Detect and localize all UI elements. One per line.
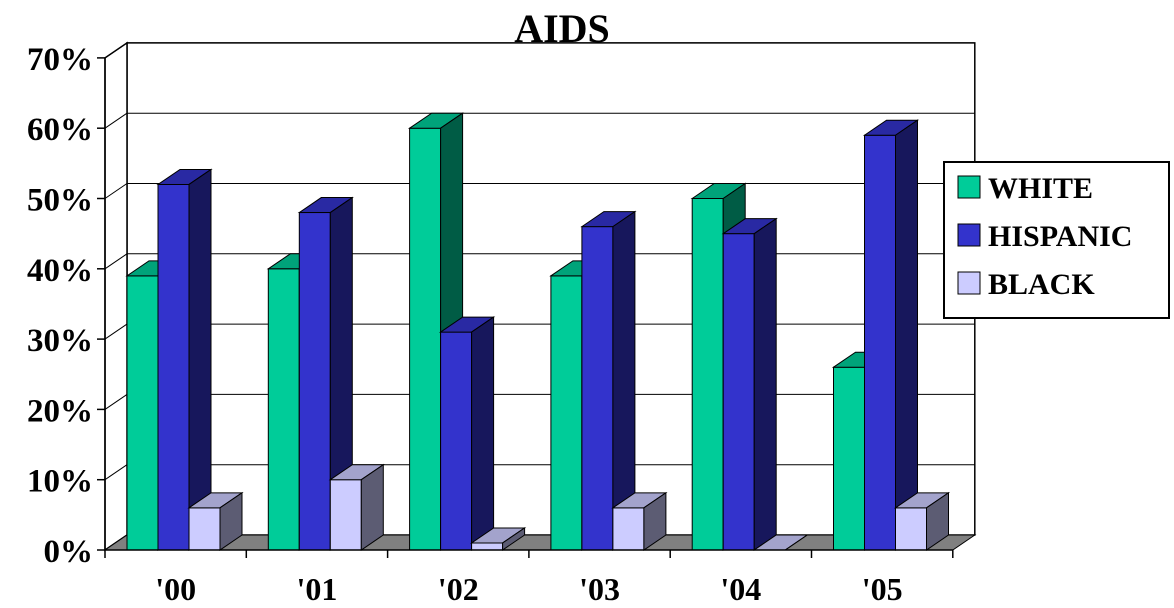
legend-swatch [957, 223, 981, 247]
bar-side [471, 316, 495, 551]
bar-front [864, 134, 896, 551]
bar [156, 168, 213, 551]
gridline-side [104, 42, 128, 59]
bar-front [471, 542, 504, 551]
x-tick-label: '03 [579, 571, 620, 607]
bar [328, 463, 385, 551]
bar [580, 210, 637, 551]
bar-front [188, 507, 221, 551]
x-tick-label: '00 [155, 571, 196, 607]
bar-front [409, 127, 442, 551]
gridline-side [104, 112, 128, 129]
bar-side [643, 491, 667, 551]
bar-front [691, 198, 724, 551]
side-wall [104, 41, 128, 552]
bar [862, 119, 920, 551]
bar-front [157, 183, 190, 551]
bar-side [926, 491, 949, 551]
legend-label: WHITE [988, 172, 1093, 205]
bar [721, 217, 778, 551]
y-tick-label: 30% [27, 323, 93, 359]
y-axis-ticks: 0% 10% 20% 30% 40% 50% 60% 70% [27, 42, 106, 570]
bar-front [581, 226, 614, 551]
y-tick-label: 50% [27, 183, 93, 219]
bar [438, 316, 496, 551]
bar-front [833, 366, 865, 551]
bar [611, 491, 668, 551]
bar-front [267, 268, 300, 551]
bar-side [895, 119, 918, 551]
bar-front [722, 233, 755, 551]
bar [469, 527, 527, 551]
bar-side [219, 491, 243, 551]
legend-swatch [957, 271, 981, 295]
gridline-side [104, 253, 128, 270]
bar-side [753, 217, 777, 551]
bar-front [329, 479, 362, 551]
bar-front [895, 507, 927, 551]
legend: WHITE HISPANIC BLACK [943, 161, 1170, 319]
legend-swatch [957, 175, 981, 199]
gridline-side [104, 183, 128, 199]
x-tick-label: '05 [862, 571, 903, 607]
bar [187, 491, 244, 551]
y-tick-label: 10% [27, 464, 93, 500]
gridline-side [104, 393, 128, 410]
bar-front [440, 331, 473, 551]
x-tick-label: '02 [438, 571, 479, 607]
bar-front [612, 507, 645, 551]
y-tick-label: 20% [27, 393, 93, 429]
x-tick-label: '01 [297, 571, 338, 607]
legend-box [943, 161, 1170, 319]
y-tick-label: 40% [27, 253, 93, 289]
gridline-side [104, 464, 128, 481]
x-axis-ticks: '00 '01 '02 '03 '04 '05 [104, 549, 954, 607]
bar-side [502, 527, 526, 551]
bar-side [784, 534, 808, 551]
legend-label: BLACK [988, 268, 1095, 301]
bars [125, 112, 951, 551]
bar [297, 196, 354, 551]
x-tick-label: '04 [720, 571, 761, 607]
bar-side [188, 168, 212, 551]
y-tick-label: 60% [27, 112, 93, 148]
bar [893, 491, 951, 551]
bar-side [360, 463, 384, 551]
bar-front [298, 212, 331, 551]
y-tick-label: 70% [27, 42, 93, 78]
bar-front [126, 275, 159, 551]
legend-label: HISPANIC [988, 220, 1132, 253]
bar-front [550, 275, 583, 551]
gridline-side [104, 323, 128, 340]
y-tick-label: 0% [44, 534, 94, 570]
